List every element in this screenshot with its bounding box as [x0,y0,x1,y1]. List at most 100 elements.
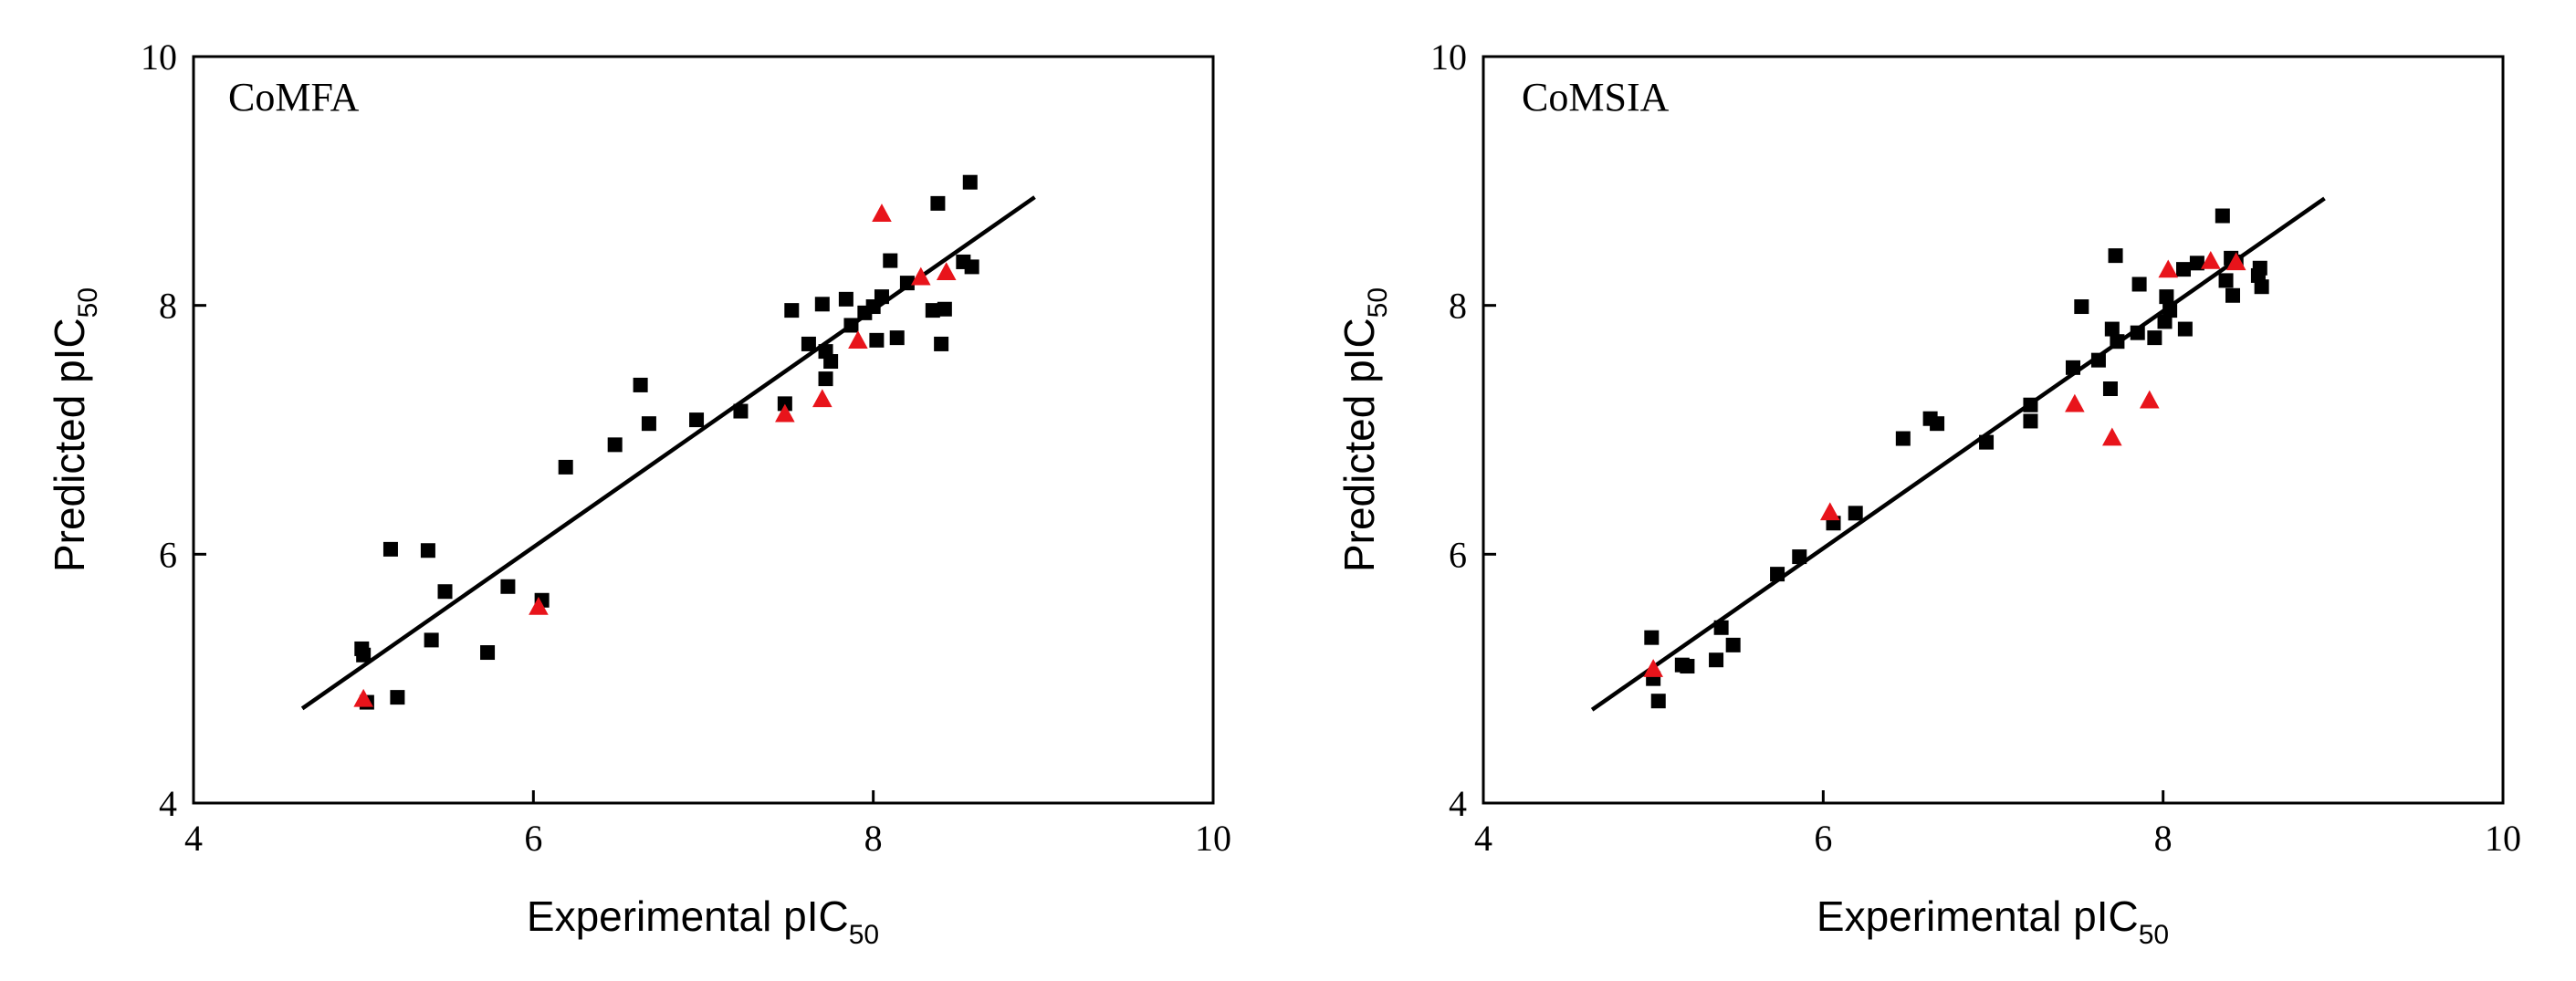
comsia-training-point [2189,256,2204,271]
comsia-training-point [2023,397,2038,412]
comfa-training-point [733,403,749,419]
comsia-regression-line [1590,196,2326,712]
comsia-chart-title: CoMSIA [1522,75,1670,120]
comsia-x-tick-label: 4 [1474,818,1492,859]
comfa-chart-title: CoMFA [228,75,360,120]
comsia-training-point [2074,299,2089,315]
comfa-training-point [964,259,979,275]
comsia-training-point [1680,659,1695,674]
comfa-training-point [937,301,952,317]
comfa-y-tick-label: 8 [159,286,177,327]
comsia-x-axis-label-subscript: 50 [2139,920,2169,950]
comfa-regression-line [300,195,1036,711]
comsia-training-point [2159,289,2174,305]
comfa-data-points [353,174,979,710]
comfa-plot-frame [192,55,1215,805]
comfa-training-point [558,459,573,475]
comfa-y-tick-label: 4 [159,783,177,824]
comsia-training-point [2157,314,2173,329]
comsia-training-point [2110,334,2125,350]
comsia-test-point [2158,259,2179,278]
comsia-training-point [2065,360,2080,375]
comfa-test-point [872,204,892,222]
comfa-y-axis-label-text: Predicted pIC [46,318,93,572]
comsia-test-point [2139,390,2160,409]
comsia-y-tick-label: 10 [1430,37,1467,78]
comsia-y-tick-label: 4 [1449,783,1467,824]
comfa-x-axis-label-text: Experimental pIC [527,892,849,940]
comsia-training-point [2252,260,2267,276]
comsia-training-point [2177,321,2193,337]
comsia-training-point [2218,273,2234,288]
comsia-training-point [2023,413,2038,429]
comfa-training-point [934,336,949,351]
comsia-training-point [2102,381,2118,397]
comsia-test-point [2225,252,2246,271]
comfa-y-axis-label: Predicted pIC50 [46,287,103,572]
comsia-training-point [1848,506,1863,521]
comsia-test-point [1643,659,1663,677]
comsia-test-point [1819,502,1840,521]
comfa-training-point [777,396,792,412]
comfa-training-point [480,645,496,661]
comsia-y-axis-label: Predicted pIC50 [1335,287,1393,572]
comfa-training-point [784,303,800,318]
comfa-x-tick-label: 4 [184,818,203,859]
comsia-training-point [1650,694,1666,709]
comsia-x-axis-label: Experimental pIC50 [1817,892,2169,950]
comsia-training-point [1725,637,1741,652]
comfa-training-point [424,632,439,648]
comfa-training-point [633,377,648,392]
comsia-training-point [2176,262,2192,277]
comsia-y-axis-label-text: Predicted pIC [1335,318,1383,572]
comsia-training-point [2131,277,2147,292]
comfa-training-point [689,412,705,428]
comsia-training-point [2215,208,2230,224]
comsia-x-tick-label: 8 [2154,818,2173,859]
comfa-training-point [925,303,940,318]
comfa-training-point [883,253,898,268]
comsia-training-point [2254,279,2269,295]
comfa-test-point [910,266,931,286]
comsia-axis-ticks: 4 6 8 10 4 6 8 10 [1430,37,2521,859]
comfa-x-axis-label-subscript: 50 [849,920,879,950]
comsia-training-point [2104,321,2120,337]
comfa-test-point [936,262,957,281]
comsia-training-point [2130,325,2145,340]
comsia-training-point [2090,352,2106,368]
comfa-training-point [607,437,623,453]
comfa-training-point [869,332,885,348]
comsia-training-point [1713,620,1729,635]
comsia-training-point [2108,248,2123,264]
comsia-plot-frame [1482,55,2505,805]
comsia-test-point [2102,427,2122,446]
comsia-training-point [2147,330,2162,346]
comfa-training-point [962,174,978,190]
comsia-training-point [1930,416,1945,432]
comfa-x-tick-label: 10 [1195,818,1231,859]
comfa-y-tick-label: 10 [141,37,177,78]
comsia-training-point [1709,652,1724,668]
comfa-training-point [874,289,889,305]
comfa-training-point [801,336,816,351]
comsia-x-tick-label: 6 [1814,818,1832,859]
comfa-x-tick-label: 8 [864,818,883,859]
comfa-training-point [843,318,859,333]
comfa-training-point [356,647,372,663]
comsia-training-point [1644,630,1660,645]
comfa-x-axis-label: Experimental pIC50 [527,892,879,950]
comfa-training-point [838,291,853,307]
comsia-y-tick-label: 8 [1449,286,1467,327]
comsia-test-point [2200,250,2221,269]
comfa-training-point [437,584,453,600]
comsia-training-point [1895,431,1911,446]
comsia-training-point [2225,287,2240,303]
comsia-x-tick-label: 10 [2485,818,2521,859]
comfa-y-axis-label-subscript: 50 [73,287,103,318]
comfa-training-point [889,330,905,346]
comfa-test-point [353,688,373,707]
comfa-training-point [420,543,435,558]
